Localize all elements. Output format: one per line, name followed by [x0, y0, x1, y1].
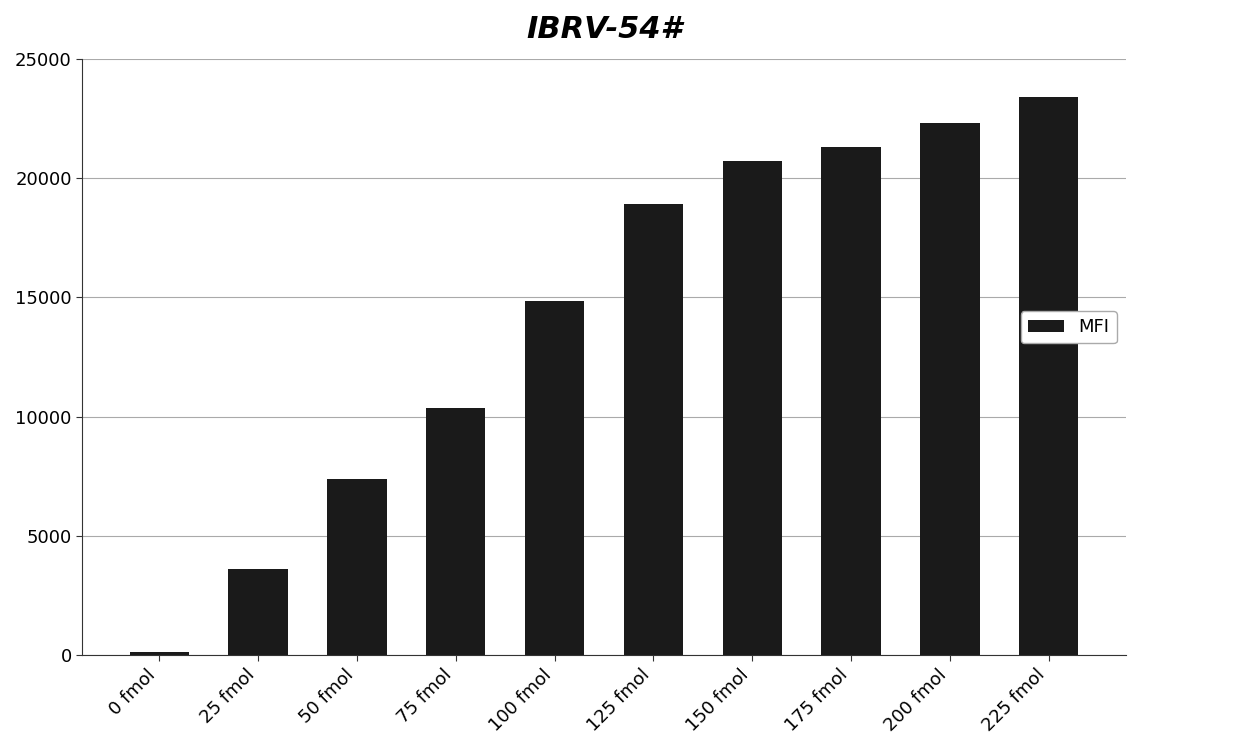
Bar [228, 569, 288, 656]
Bar [821, 147, 880, 656]
Bar [920, 123, 980, 656]
Bar [130, 652, 188, 656]
Bar [723, 161, 782, 656]
Bar [624, 204, 683, 656]
Bar [1019, 97, 1079, 656]
Legend: MFI: MFI [1021, 311, 1117, 344]
Bar [427, 408, 485, 656]
Title: IBRV-54#: IBRV-54# [526, 15, 682, 44]
Bar [327, 478, 387, 656]
Bar [525, 301, 584, 656]
